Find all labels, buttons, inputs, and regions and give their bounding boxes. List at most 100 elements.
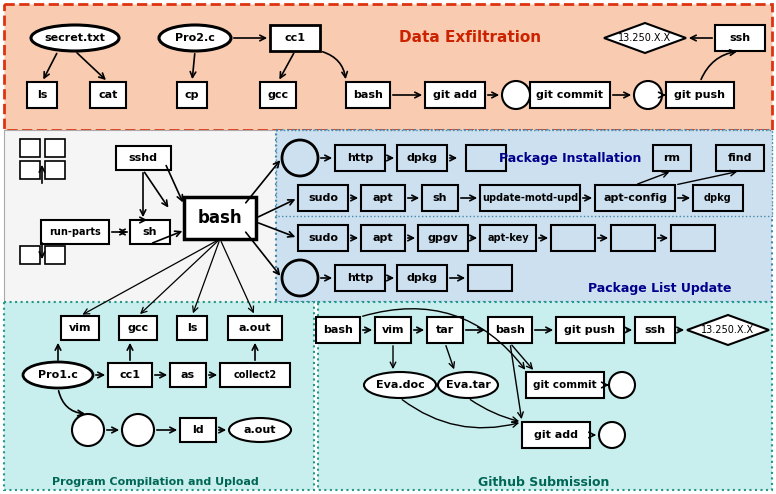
FancyBboxPatch shape (488, 317, 532, 343)
Text: ssh: ssh (729, 33, 750, 43)
Text: Pro1.c: Pro1.c (38, 370, 78, 380)
Text: bash: bash (495, 325, 525, 335)
FancyBboxPatch shape (480, 225, 536, 251)
Text: gcc: gcc (127, 323, 148, 333)
FancyBboxPatch shape (4, 4, 772, 130)
FancyBboxPatch shape (260, 82, 296, 108)
Text: git push: git push (674, 90, 726, 100)
FancyBboxPatch shape (20, 246, 40, 264)
FancyBboxPatch shape (611, 225, 655, 251)
FancyBboxPatch shape (480, 185, 580, 211)
FancyBboxPatch shape (556, 317, 624, 343)
Text: http: http (347, 273, 373, 283)
FancyBboxPatch shape (671, 225, 715, 251)
Polygon shape (604, 23, 686, 53)
Text: sh: sh (433, 193, 447, 203)
FancyBboxPatch shape (4, 130, 276, 302)
Text: Data Exfiltration: Data Exfiltration (399, 31, 541, 45)
Text: gpgv: gpgv (428, 233, 459, 243)
FancyBboxPatch shape (20, 139, 40, 157)
Text: find: find (728, 153, 752, 163)
Text: cp: cp (185, 90, 199, 100)
Ellipse shape (364, 372, 436, 398)
Text: apt: apt (372, 233, 393, 243)
Text: as: as (181, 370, 195, 380)
FancyBboxPatch shape (108, 363, 152, 387)
Text: bash: bash (198, 209, 242, 227)
Text: vim: vim (69, 323, 92, 333)
Text: sh: sh (143, 227, 158, 237)
Text: ld: ld (192, 425, 204, 435)
FancyBboxPatch shape (180, 418, 216, 442)
FancyBboxPatch shape (270, 25, 320, 51)
Ellipse shape (159, 25, 231, 51)
Text: sshd: sshd (129, 153, 158, 163)
FancyBboxPatch shape (522, 422, 590, 448)
Text: a.out: a.out (244, 425, 276, 435)
Text: run-parts: run-parts (49, 227, 101, 237)
Text: apt-config: apt-config (603, 193, 667, 203)
Text: gcc: gcc (268, 90, 289, 100)
FancyBboxPatch shape (418, 225, 468, 251)
FancyBboxPatch shape (130, 220, 170, 244)
Circle shape (599, 422, 625, 448)
FancyBboxPatch shape (468, 265, 512, 291)
FancyBboxPatch shape (397, 145, 447, 171)
Text: git add: git add (433, 90, 477, 100)
Circle shape (122, 414, 154, 446)
FancyBboxPatch shape (375, 317, 411, 343)
FancyBboxPatch shape (41, 220, 109, 244)
Text: git commit: git commit (533, 380, 597, 390)
FancyBboxPatch shape (361, 185, 405, 211)
Text: tar: tar (436, 325, 454, 335)
Text: cc1: cc1 (120, 370, 140, 380)
FancyBboxPatch shape (276, 130, 772, 302)
FancyBboxPatch shape (116, 146, 171, 170)
Circle shape (72, 414, 104, 446)
FancyBboxPatch shape (228, 316, 282, 340)
FancyBboxPatch shape (298, 185, 348, 211)
FancyBboxPatch shape (346, 82, 390, 108)
FancyBboxPatch shape (298, 225, 348, 251)
FancyBboxPatch shape (666, 82, 734, 108)
FancyBboxPatch shape (397, 265, 447, 291)
FancyBboxPatch shape (335, 265, 385, 291)
FancyBboxPatch shape (170, 363, 206, 387)
FancyBboxPatch shape (635, 317, 675, 343)
Text: ls: ls (187, 323, 197, 333)
Text: dpkg: dpkg (407, 273, 438, 283)
FancyBboxPatch shape (422, 185, 458, 211)
Text: collect2: collect2 (234, 370, 276, 380)
Text: Eva.tar: Eva.tar (445, 380, 490, 390)
Text: apt: apt (372, 193, 393, 203)
FancyBboxPatch shape (20, 161, 40, 179)
FancyBboxPatch shape (715, 25, 765, 51)
Text: cc1: cc1 (285, 33, 306, 43)
Circle shape (634, 81, 662, 109)
FancyBboxPatch shape (45, 161, 65, 179)
FancyBboxPatch shape (716, 145, 764, 171)
FancyBboxPatch shape (425, 82, 485, 108)
Ellipse shape (23, 362, 93, 388)
Text: Package Installation: Package Installation (499, 152, 641, 165)
Circle shape (502, 81, 530, 109)
Ellipse shape (229, 418, 291, 442)
FancyBboxPatch shape (27, 82, 57, 108)
Text: secret.txt: secret.txt (44, 33, 106, 43)
Text: 13.250.X.X: 13.250.X.X (618, 33, 671, 43)
Text: git commit: git commit (536, 90, 604, 100)
Text: 13.250.X.X: 13.250.X.X (702, 325, 754, 335)
FancyBboxPatch shape (466, 145, 506, 171)
FancyBboxPatch shape (45, 139, 65, 157)
FancyBboxPatch shape (119, 316, 157, 340)
FancyBboxPatch shape (177, 316, 207, 340)
FancyBboxPatch shape (526, 372, 604, 398)
FancyBboxPatch shape (530, 82, 610, 108)
Text: update-motd-upd: update-motd-upd (482, 193, 578, 203)
Text: git push: git push (564, 325, 615, 335)
Text: Package List Update: Package List Update (588, 282, 732, 294)
Circle shape (282, 140, 318, 176)
Text: vim: vim (382, 325, 404, 335)
FancyBboxPatch shape (653, 145, 691, 171)
FancyBboxPatch shape (551, 225, 595, 251)
